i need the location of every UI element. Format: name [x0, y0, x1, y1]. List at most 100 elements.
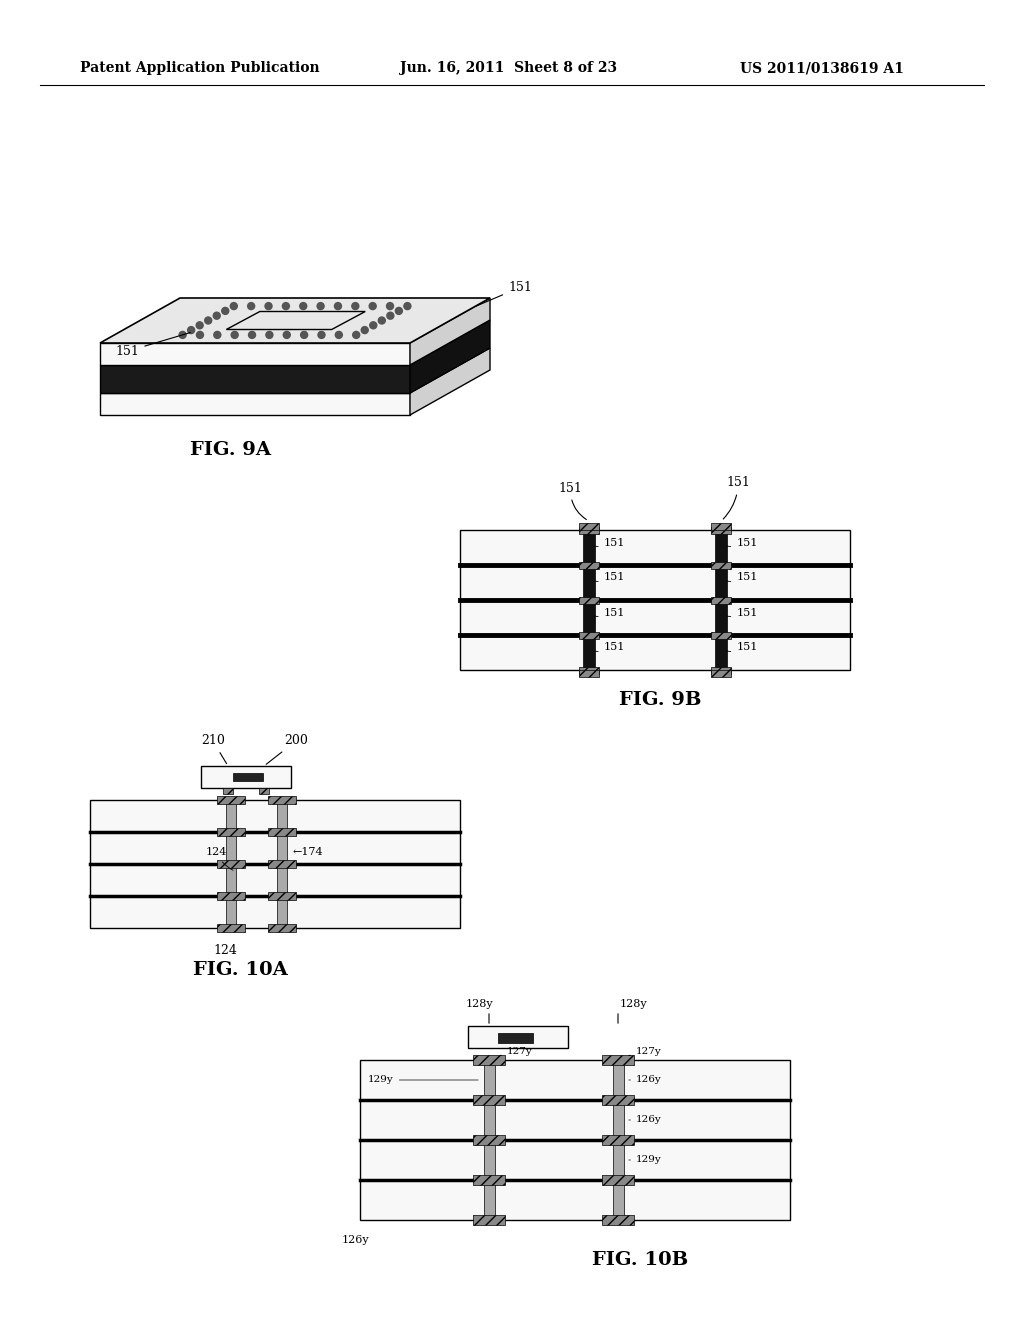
Text: 151: 151 [594, 643, 625, 652]
Circle shape [361, 326, 369, 334]
Text: 129y: 129y [629, 1155, 662, 1164]
Bar [460, 565, 850, 601]
Text: Patent Application Publication: Patent Application Publication [80, 61, 319, 75]
Circle shape [248, 302, 255, 310]
Text: 151: 151 [727, 537, 758, 548]
Bar [268, 892, 296, 900]
Bar [712, 597, 731, 603]
Circle shape [317, 302, 325, 310]
Bar [460, 601, 850, 635]
Circle shape [230, 302, 238, 310]
Text: 210: 210 [201, 734, 226, 763]
Bar [223, 788, 233, 795]
Polygon shape [100, 343, 410, 366]
Bar [217, 924, 245, 932]
Text: 128y: 128y [465, 999, 493, 1008]
Text: 124: 124 [206, 847, 233, 870]
Text: 124: 124 [214, 944, 238, 957]
Circle shape [231, 331, 239, 338]
Text: US 2011/0138619 A1: US 2011/0138619 A1 [740, 61, 904, 75]
Bar [579, 561, 599, 569]
Bar [473, 1175, 505, 1185]
Bar [712, 527, 731, 533]
Bar [360, 1060, 790, 1100]
Bar [602, 1055, 634, 1065]
Text: 126y: 126y [341, 1236, 369, 1245]
Polygon shape [410, 298, 490, 366]
Polygon shape [100, 366, 410, 393]
Circle shape [386, 302, 393, 310]
Circle shape [378, 317, 385, 323]
Circle shape [387, 313, 394, 319]
Circle shape [205, 317, 212, 323]
Text: 151: 151 [727, 643, 758, 652]
Bar [360, 1140, 790, 1180]
Bar [360, 1180, 790, 1220]
Polygon shape [410, 348, 490, 414]
Text: 151: 151 [727, 607, 758, 618]
Bar [612, 1060, 624, 1220]
Bar [602, 1214, 634, 1225]
Circle shape [318, 331, 325, 338]
Bar [268, 828, 296, 836]
Circle shape [213, 313, 220, 319]
Bar [90, 896, 460, 928]
Bar [579, 597, 599, 603]
Bar [579, 667, 599, 673]
Bar [602, 1096, 634, 1105]
Circle shape [370, 322, 377, 329]
Text: 151: 151 [594, 573, 625, 582]
Bar [473, 1096, 505, 1105]
Bar [90, 865, 460, 896]
Bar [360, 1100, 790, 1140]
Circle shape [197, 331, 204, 338]
Circle shape [370, 302, 376, 310]
Text: Jun. 16, 2011  Sheet 8 of 23: Jun. 16, 2011 Sheet 8 of 23 [400, 61, 617, 75]
Circle shape [395, 308, 402, 314]
Bar [268, 796, 296, 804]
Text: 151: 151 [727, 573, 758, 582]
Circle shape [266, 331, 273, 338]
Bar [217, 828, 245, 836]
Polygon shape [226, 312, 366, 330]
Text: FIG. 9A: FIG. 9A [189, 441, 270, 459]
Text: 127y: 127y [500, 1048, 532, 1056]
Circle shape [352, 331, 359, 338]
Text: 151: 151 [723, 477, 751, 519]
Bar [201, 766, 291, 788]
Text: 151: 151 [476, 281, 531, 306]
Circle shape [197, 322, 203, 329]
Text: ←174: ←174 [293, 847, 323, 857]
Bar [473, 1135, 505, 1144]
Bar [217, 796, 245, 804]
Circle shape [222, 308, 228, 314]
Circle shape [187, 326, 195, 334]
Bar [268, 924, 296, 932]
Bar [712, 561, 731, 569]
Circle shape [249, 331, 256, 338]
Bar [579, 523, 599, 531]
Bar [259, 788, 269, 795]
Bar [278, 800, 288, 931]
Bar [712, 667, 731, 673]
Bar [468, 1026, 567, 1048]
Text: 151: 151 [594, 607, 625, 618]
Bar [498, 1032, 532, 1043]
Bar [712, 631, 731, 639]
Bar [232, 774, 262, 781]
Bar [217, 861, 245, 869]
Circle shape [403, 302, 411, 310]
Bar [712, 523, 731, 531]
Text: 151: 151 [559, 482, 587, 520]
Bar [217, 892, 245, 900]
Bar [483, 1060, 495, 1220]
Bar [579, 527, 599, 533]
Bar [473, 1214, 505, 1225]
Polygon shape [410, 319, 490, 393]
Circle shape [283, 302, 290, 310]
Circle shape [335, 331, 342, 338]
Text: 128y: 128y [620, 999, 647, 1008]
Text: 127y: 127y [629, 1048, 662, 1056]
Polygon shape [100, 298, 490, 343]
Circle shape [214, 331, 221, 338]
